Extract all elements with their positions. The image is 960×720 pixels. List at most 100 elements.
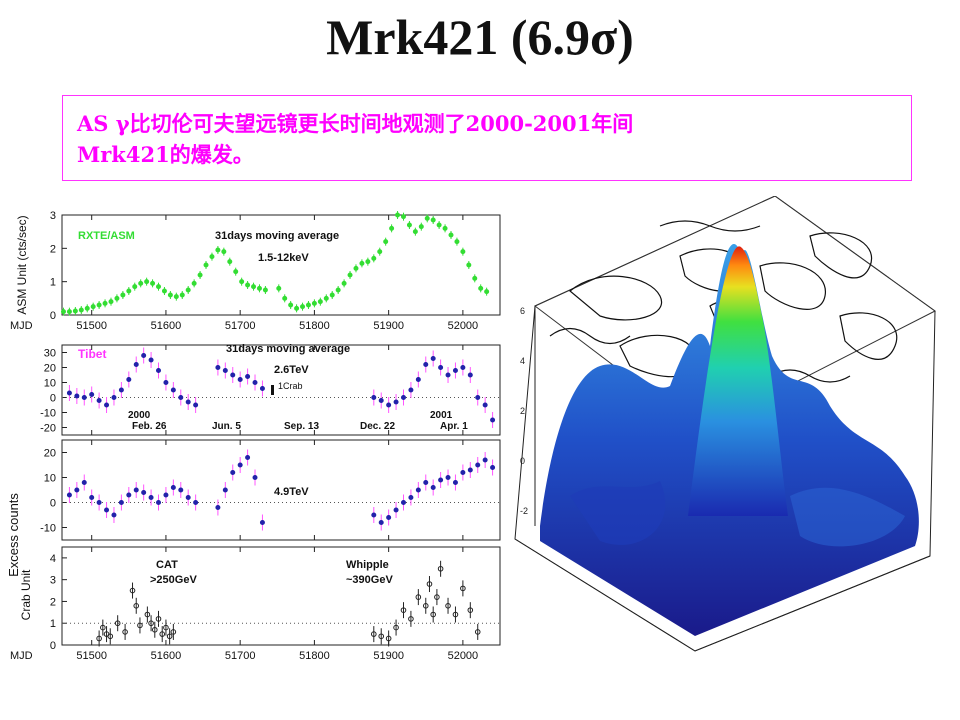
- y-tick-label: 20: [44, 448, 56, 460]
- data-point: [179, 292, 185, 298]
- data-point: [288, 302, 294, 308]
- x-tick-label: 51900: [373, 650, 404, 662]
- data-point: [467, 467, 473, 473]
- data-point: [408, 616, 414, 622]
- data-point: [245, 374, 251, 379]
- surface-mesh: [540, 243, 919, 636]
- data-point: [60, 309, 66, 315]
- y-tick-label: 10: [44, 378, 56, 390]
- data-point: [185, 399, 191, 405]
- data-point: [96, 398, 102, 403]
- data-point: [460, 249, 466, 255]
- data-point: [400, 607, 407, 613]
- data-point: [148, 495, 154, 500]
- data-point: [245, 282, 251, 288]
- data-point: [81, 480, 87, 485]
- data-point: [393, 624, 399, 631]
- data-point: [418, 224, 424, 230]
- data-point: [475, 395, 481, 400]
- data-point: [385, 635, 392, 642]
- data-point: [66, 309, 72, 315]
- data-point: [370, 631, 377, 637]
- data-point: [178, 395, 184, 400]
- data-point: [78, 307, 84, 313]
- data-point: [166, 633, 173, 640]
- asm-energy-label: 1.5-12keV: [258, 252, 309, 264]
- data-point: [430, 485, 436, 490]
- whipple-energy-label: ~390GeV: [346, 574, 393, 586]
- data-point: [155, 616, 162, 622]
- data-point: [305, 302, 311, 308]
- description-line-1: AS γ比切伦可夫望远镜更长时间地观测了2000-2001年间: [77, 111, 634, 136]
- x-axis-label: MJD: [10, 650, 33, 662]
- data-point: [108, 299, 114, 305]
- x-tick-label: 51600: [151, 650, 182, 662]
- data-point: [66, 492, 72, 498]
- data-point: [259, 520, 265, 525]
- data-point: [163, 380, 169, 385]
- data-point: [161, 288, 167, 294]
- x-tick-label: 51600: [151, 320, 182, 332]
- significance-surface-plot: 6 4 2 0 -2: [514, 196, 936, 652]
- data-point: [400, 214, 406, 220]
- crab-y-axis-label: Crab Unit: [19, 569, 33, 620]
- data-point: [237, 377, 243, 382]
- data-point: [191, 280, 197, 286]
- data-point: [141, 490, 147, 495]
- description-box: AS γ比切伦可夫望远镜更长时间地观测了2000-2001年间 Mrk421的爆…: [62, 95, 912, 181]
- data-point: [133, 362, 139, 367]
- data-point: [74, 393, 80, 399]
- data-point: [490, 417, 496, 423]
- data-point: [132, 284, 138, 290]
- data-point: [163, 492, 169, 498]
- data-point: [156, 500, 162, 505]
- data-point: [90, 304, 96, 310]
- data-point: [96, 635, 102, 642]
- data-point: [120, 292, 126, 298]
- y-tick-label: -10: [40, 408, 56, 420]
- data-point: [484, 289, 490, 295]
- svg-text:6: 6: [520, 306, 525, 316]
- data-point: [377, 249, 383, 255]
- data-point: [365, 259, 371, 265]
- data-point: [341, 280, 347, 286]
- data-point: [423, 480, 429, 485]
- data-point: [423, 362, 429, 367]
- y-tick-label: 1: [50, 618, 56, 630]
- data-point: [282, 295, 288, 301]
- panel-crab_unit: 0 1 2 3 4 51500 51600 51700 51800 51900 52000 MJD: [10, 546, 501, 662]
- date-label: Sep. 13: [284, 421, 319, 432]
- data-point: [173, 294, 179, 300]
- data-point: [467, 372, 473, 378]
- data-point: [371, 255, 377, 261]
- x-tick-label: 51800: [299, 320, 330, 332]
- data-point: [472, 275, 478, 281]
- data-point: [454, 239, 460, 245]
- data-point: [148, 620, 154, 627]
- data-point: [478, 285, 484, 291]
- data-point: [378, 398, 384, 403]
- data-point: [467, 607, 474, 613]
- data-point: [438, 365, 444, 370]
- x-axis-label: MJD: [10, 320, 33, 332]
- year-label-2000: 2000: [128, 410, 151, 421]
- data-point: [426, 581, 433, 587]
- data-point: [452, 480, 458, 485]
- data-point: [170, 485, 176, 490]
- data-point: [329, 292, 335, 298]
- data-point: [107, 633, 114, 640]
- description-line-2: Mrk421的爆发。: [77, 142, 254, 167]
- data-point: [415, 377, 421, 382]
- data-point: [460, 470, 466, 475]
- panel-tibet_2.6tev: 30 20 10 0 -10 -20: [40, 344, 501, 436]
- data-point: [474, 629, 481, 635]
- data-point: [122, 629, 128, 635]
- data-point: [185, 287, 191, 293]
- data-point: [129, 587, 136, 594]
- data-point: [72, 308, 78, 314]
- data-point: [156, 368, 162, 373]
- x-tick-label: 51900: [373, 320, 404, 332]
- date-label: Feb. 26: [132, 421, 167, 432]
- data-point: [415, 487, 421, 493]
